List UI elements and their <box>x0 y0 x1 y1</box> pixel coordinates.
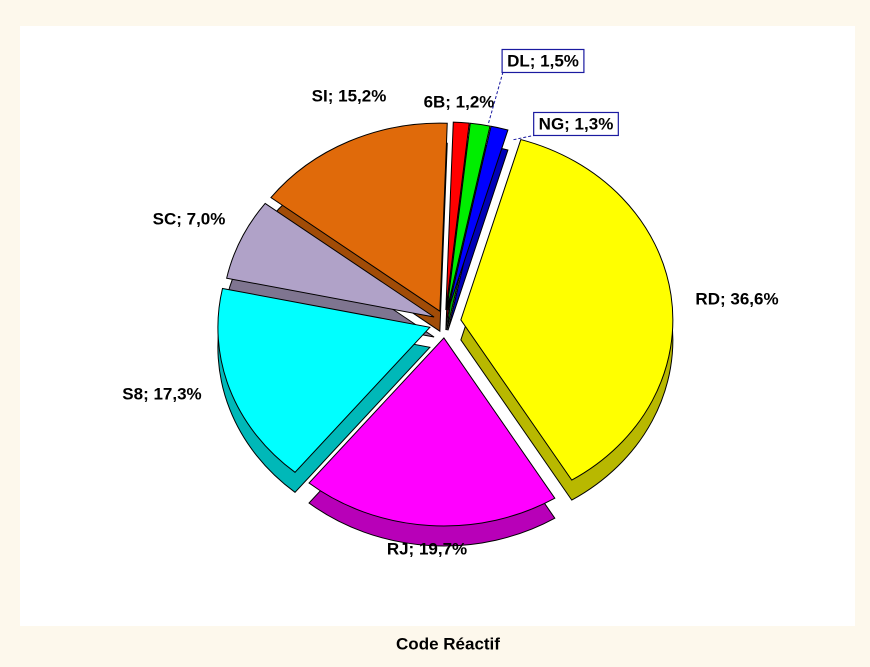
label-box <box>501 48 585 74</box>
data-label: SC; 7,0% <box>153 209 226 228</box>
slice <box>217 287 431 473</box>
slice-tops <box>217 121 674 527</box>
slice <box>445 121 470 311</box>
data-label: RD; 36,6% <box>695 289 778 308</box>
chart-title: Code Réactif <box>396 634 500 653</box>
leader-line <box>511 134 537 141</box>
slice <box>447 125 509 311</box>
data-label: DL; 1,5% <box>507 51 579 70</box>
slice <box>446 122 491 311</box>
label-box <box>533 111 619 137</box>
data-label: RJ; 19,7% <box>387 539 467 558</box>
labels: 6B; 1,2% DL; 1,5% NG; 1,3% RD; 36,6% RJ; 19,… <box>122 48 779 558</box>
slice <box>226 202 435 318</box>
data-label: S8; 17,3% <box>122 384 201 403</box>
slice <box>308 337 556 527</box>
leader-line <box>487 71 504 126</box>
data-label: NG; 1,3% <box>539 114 614 133</box>
slice <box>270 122 448 313</box>
slice <box>460 138 674 481</box>
data-label: 6B; 1,2% <box>424 92 495 111</box>
data-label: SI; 15,2% <box>312 86 387 105</box>
